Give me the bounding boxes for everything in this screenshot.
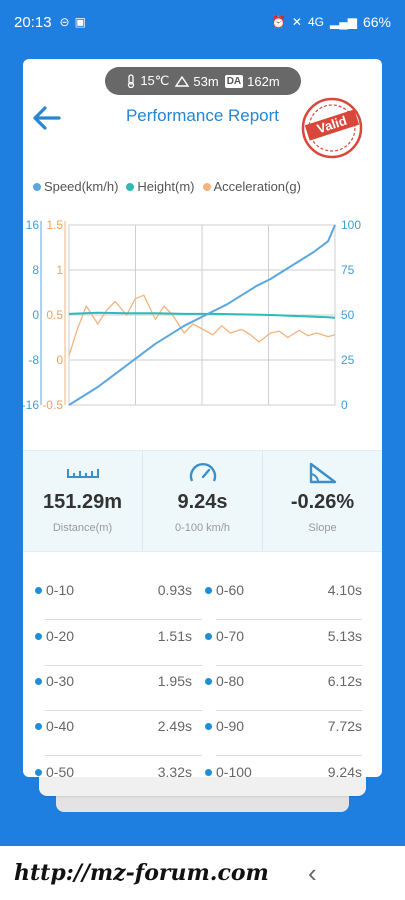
speed-tick-label: 0 xyxy=(341,398,348,409)
split-right: 0-60 4.10s xyxy=(205,575,362,605)
stat-acceleration-time: 9.24s 0-100 km/h xyxy=(143,451,263,551)
gallery-icon: ▣ xyxy=(74,15,86,29)
bullet-dot xyxy=(205,722,212,730)
bullet-dot xyxy=(205,768,212,776)
zero-to-hundred-label: 0-100 km/h xyxy=(174,522,231,534)
split-left: 0-30 1.95s xyxy=(35,666,192,696)
split-row: 0-40 2.49s 0-90 7.72s xyxy=(23,711,382,756)
height-tick-label: 8 xyxy=(32,263,39,277)
notification-icon: ⊝ xyxy=(59,15,70,29)
row-divider xyxy=(216,665,362,666)
slope-value: -0.26% xyxy=(290,491,355,513)
bullet-dot xyxy=(35,768,42,776)
acceleration-tick-label: 1 xyxy=(56,263,63,277)
temperature-value: 15℃ xyxy=(140,73,170,88)
page-title: Performance Report xyxy=(125,106,280,125)
status-bar: 20:13 ⊝ ▣ ⏰ ✕ 4G ▂▄▆ 66% xyxy=(0,0,405,44)
stats-panel: 151.29m Distance(m) 9.24s 0-100 km/h -0.… xyxy=(23,450,382,552)
stat-slope: -0.26% Slope xyxy=(263,451,382,551)
valid-stamp: Valid xyxy=(301,97,363,159)
legend-item-acceleration[interactable]: Acceleration(g) xyxy=(202,179,301,194)
legend-dot xyxy=(126,182,135,191)
speed-tick-label: 100 xyxy=(341,218,361,232)
stat-distance: 151.29m Distance(m) xyxy=(23,451,143,551)
split-row: 0-10 0.93s 0-60 4.10s xyxy=(23,575,382,620)
acceleration-tick-label: -0.5 xyxy=(42,398,63,409)
back-arrow-icon[interactable] xyxy=(29,101,63,135)
speed-tick-label: 50 xyxy=(341,308,355,322)
bullet-dot xyxy=(35,632,42,640)
bullet-dot xyxy=(35,677,42,685)
speed-tick-label: 25 xyxy=(341,353,355,367)
bullet-dot xyxy=(35,722,42,730)
series-line-height-m- xyxy=(68,311,336,319)
distance-value: 151.29m xyxy=(43,491,122,513)
report-card: 15℃ 53m DA 162m Performance Report Valid… xyxy=(23,59,382,777)
split-left: 0-20 1.51s xyxy=(35,621,192,651)
split-left: 0-40 2.49s xyxy=(35,711,192,741)
split-left: 0-10 0.93s xyxy=(35,575,192,605)
signal-icon: ▂▄▆ xyxy=(330,15,357,29)
row-divider xyxy=(216,619,362,620)
split-row: 0-20 1.51s 0-70 5.13s xyxy=(23,621,382,666)
ruler-icon xyxy=(66,469,99,478)
da-badge: DA xyxy=(224,74,244,88)
bottom-nav-bar: http://mz-forum.com ‹ xyxy=(0,846,405,900)
density-altitude-value: 162m xyxy=(247,73,280,89)
split-row: 0-50 3.32s 0-100 9.24s xyxy=(23,757,382,777)
series-line-acceleration-g- xyxy=(68,294,336,356)
row-divider xyxy=(45,619,202,620)
battery-level: 66% xyxy=(362,14,391,30)
status-time: 20:13 xyxy=(14,13,52,31)
watermark-text: http://mz-forum.com xyxy=(14,860,269,886)
speedometer-icon xyxy=(189,463,216,482)
legend-dot xyxy=(202,182,211,191)
legend-item-height[interactable]: Height(m) xyxy=(126,179,195,194)
performance-chart: 16 8 0 -8 -16 1.5 1 0.5 0 -0.5 100 75 50 25 0 xyxy=(23,218,361,409)
split-right: 0-100 9.24s xyxy=(205,757,362,777)
bullet-dot xyxy=(35,586,42,594)
row-divider xyxy=(45,755,202,756)
card-stack-shadow-1 xyxy=(39,776,366,796)
speed-tick-label: 75 xyxy=(341,263,355,277)
acceleration-tick-label: 0.5 xyxy=(46,308,63,322)
bullet-dot xyxy=(205,586,212,594)
distance-label: Distance(m) xyxy=(52,522,113,534)
split-right: 0-90 7.72s xyxy=(205,711,362,741)
split-row: 0-30 1.95s 0-80 6.12s xyxy=(23,666,382,711)
height-tick-label: -16 xyxy=(23,398,39,409)
acceleration-tick-label: 0 xyxy=(56,353,63,367)
row-divider xyxy=(45,710,202,711)
mute-icon: ✕ xyxy=(291,15,302,29)
row-divider xyxy=(45,665,202,666)
height-tick-label: 16 xyxy=(26,218,40,232)
mountain-icon xyxy=(175,75,190,87)
bullet-dot xyxy=(205,677,212,685)
split-left: 0-50 3.32s xyxy=(35,757,192,777)
height-tick-label: 0 xyxy=(32,308,39,322)
height-tick-label: -8 xyxy=(28,353,39,367)
row-divider xyxy=(216,755,362,756)
acceleration-tick-label: 1.5 xyxy=(46,218,63,232)
chart-legend: Speed(km/h) Height(m) Acceleration(g) xyxy=(33,179,378,194)
network-type: 4G xyxy=(307,15,324,29)
series-line-speed-km-h- xyxy=(68,224,336,406)
nav-back-button[interactable]: ‹ xyxy=(308,858,317,888)
row-divider xyxy=(216,710,362,711)
legend-item-speed[interactable]: Speed(km/h) xyxy=(33,179,118,194)
split-right: 0-70 5.13s xyxy=(205,621,362,651)
altitude-value: 53m xyxy=(193,73,219,89)
bullet-dot xyxy=(205,632,212,640)
thermometer-icon xyxy=(128,74,135,88)
legend-dot xyxy=(33,182,41,191)
slope-label: Slope xyxy=(308,522,337,534)
split-right: 0-80 6.12s xyxy=(205,666,362,696)
zero-to-hundred-value: 9.24s xyxy=(177,491,228,513)
slope-icon xyxy=(309,462,336,484)
alarm-icon: ⏰ xyxy=(270,15,286,29)
environment-pill: 15℃ 53m DA 162m xyxy=(105,67,301,95)
